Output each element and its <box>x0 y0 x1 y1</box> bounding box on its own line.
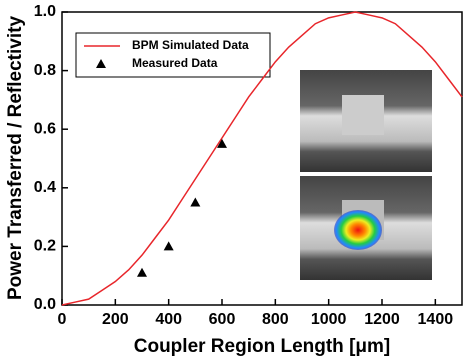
x-tick-label: 800 <box>262 311 289 328</box>
line <box>61 11 463 306</box>
x-tick-label: 1200 <box>364 311 400 328</box>
inset-top-ridge <box>342 95 384 135</box>
y-tick-label: 0.8 <box>34 62 56 79</box>
marker <box>137 267 147 277</box>
x-tick-label: 1000 <box>311 311 347 328</box>
legend: BPM Simulated Data Measured Data <box>75 32 271 78</box>
x-tick-label: 600 <box>209 311 236 328</box>
plot-frame <box>61 11 463 306</box>
legend-marker <box>96 59 106 68</box>
y-axis-title: Power Transferred / Reflectivity <box>5 16 26 300</box>
marker <box>217 138 227 148</box>
legend-label: Measured Data <box>132 56 218 70</box>
y-tick-label: 0.0 <box>34 296 56 313</box>
legend-label: BPM Simulated Data <box>132 38 249 52</box>
y-tick-label: 0.6 <box>34 120 56 137</box>
legend-box <box>75 32 271 78</box>
x-tick-label: 1400 <box>418 311 454 328</box>
inset-images <box>300 70 432 280</box>
marker <box>190 197 201 207</box>
mode-spot <box>334 210 382 250</box>
x-axis-title: Coupler Region Length [μm] <box>134 336 391 357</box>
marker <box>163 241 174 251</box>
y-tick-label: 0.2 <box>34 238 56 255</box>
x-tick-label: 200 <box>102 311 129 328</box>
y-tick-label: 0.4 <box>34 179 56 196</box>
x-tick-label: 400 <box>155 311 182 328</box>
x-tick-label: 0 <box>58 311 67 328</box>
y-tick-label: 1.0 <box>34 3 56 20</box>
